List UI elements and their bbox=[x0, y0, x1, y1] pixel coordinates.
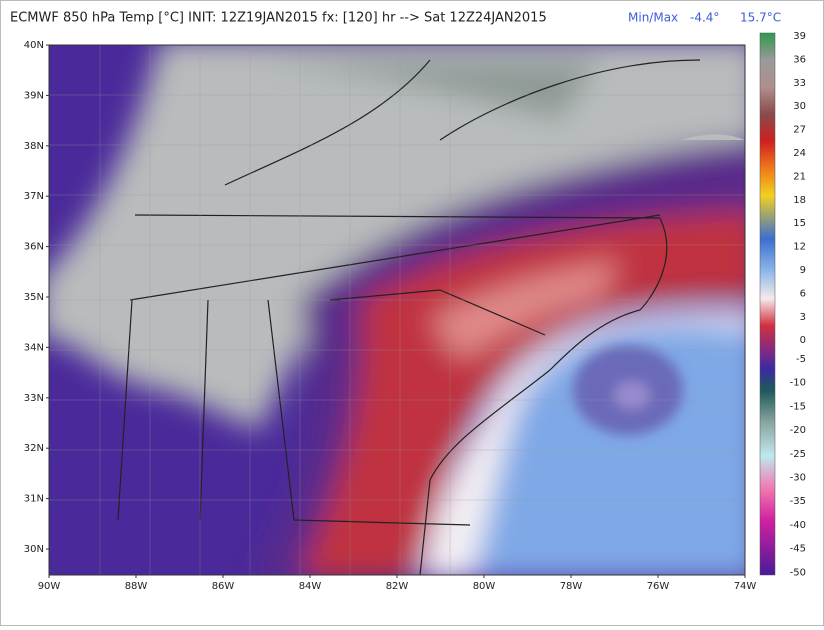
max-value: 15.7°C bbox=[740, 11, 781, 25]
colorbar bbox=[759, 32, 776, 576]
temperature-field bbox=[49, 45, 745, 575]
colorbar-label: -50 bbox=[790, 567, 806, 578]
colorbar-label: 3 bbox=[800, 312, 806, 323]
latitude-label: 31N bbox=[24, 494, 44, 505]
colorbar-label: 33 bbox=[793, 78, 806, 89]
latitude-label: 36N bbox=[24, 242, 44, 253]
longitude-label: 86W bbox=[212, 581, 235, 592]
colorbar-label: 39 bbox=[793, 31, 806, 42]
colorbar-label: 27 bbox=[793, 125, 806, 136]
longitude-label: 82W bbox=[386, 581, 409, 592]
colorbar-label: -5 bbox=[796, 354, 806, 365]
colorbar-label: 6 bbox=[800, 288, 806, 299]
colorbar-label: 0 bbox=[800, 335, 806, 346]
colorbar-label: -40 bbox=[790, 520, 806, 531]
latitude-label: 34N bbox=[24, 342, 44, 353]
colorbar-label: 30 bbox=[793, 101, 806, 112]
longitude-label: 90W bbox=[38, 581, 61, 592]
colorbar-label: 12 bbox=[793, 242, 806, 253]
longitude-label: 84W bbox=[299, 581, 322, 592]
colorbar-label: -45 bbox=[790, 544, 806, 555]
colorbar-label: -15 bbox=[790, 401, 806, 412]
map-title: ECMWF 850 hPa Temp [°C] INIT: 12Z19JAN20… bbox=[10, 11, 547, 26]
colorbar-label: -35 bbox=[790, 496, 806, 507]
longitude-label: 76W bbox=[647, 581, 670, 592]
colorbar-label: 18 bbox=[793, 195, 806, 206]
colorbar-label: 15 bbox=[793, 218, 806, 229]
colorbar-label: -30 bbox=[790, 473, 806, 484]
colorbar-label: 24 bbox=[793, 148, 806, 159]
min-value: -4.4° bbox=[690, 11, 719, 25]
latitude-label: 38N bbox=[24, 141, 44, 152]
colorbar-label: -10 bbox=[790, 378, 806, 389]
minmax-label: Min/Max bbox=[628, 11, 678, 25]
latitude-label: 39N bbox=[24, 90, 44, 101]
latitude-label: 40N bbox=[24, 40, 44, 51]
longitude-label: 78W bbox=[560, 581, 583, 592]
latitude-label: 32N bbox=[24, 443, 44, 454]
colorbar-label: -20 bbox=[790, 425, 806, 436]
colorbar-label: 36 bbox=[793, 54, 806, 65]
longitude-label: 88W bbox=[125, 581, 148, 592]
latitude-label: 33N bbox=[24, 393, 44, 404]
colorbar-label: 9 bbox=[800, 265, 806, 276]
latitude-label: 35N bbox=[24, 292, 44, 303]
latitude-label: 37N bbox=[24, 191, 44, 202]
colorbar-label: -25 bbox=[790, 449, 806, 460]
longitude-label: 80W bbox=[473, 581, 496, 592]
latitude-label: 30N bbox=[24, 544, 44, 555]
colorbar-label: 21 bbox=[793, 171, 806, 182]
longitude-label: 74W bbox=[734, 581, 757, 592]
